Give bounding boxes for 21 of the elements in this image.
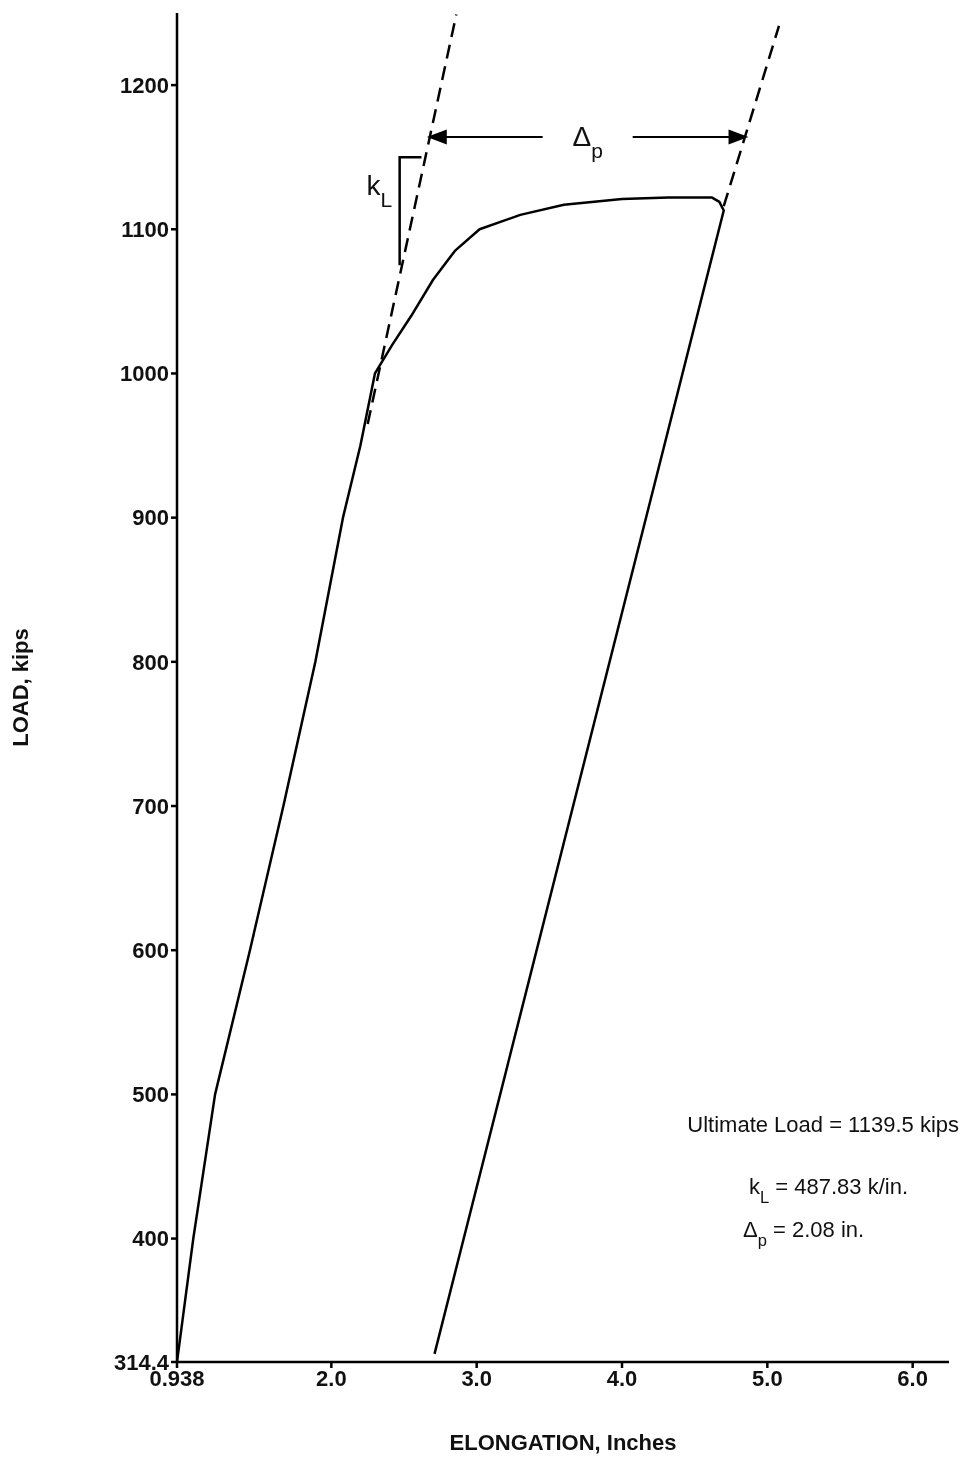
annotation: Δ$_{p}$ = 2.08 in. [743, 1217, 865, 1249]
x-tick-label: 3.0 [461, 1365, 492, 1391]
y-tick-label: 800 [132, 649, 169, 675]
y-tick-label: 1000 [120, 361, 169, 387]
x-axis-title: ELONGATION, Inches [449, 1430, 677, 1455]
y-tick-label: 1200 [120, 72, 169, 98]
annotation: k$_{L}$ [366, 170, 393, 211]
x-tick-label: 4.0 [606, 1365, 638, 1391]
x-tick-label: 2.0 [316, 1365, 347, 1391]
y-tick-label: 1100 [121, 217, 169, 243]
y-tick-label: 500 [132, 1082, 169, 1108]
annotation: Ultimate Load = 1139.5 kips [687, 1112, 959, 1137]
y-tick-label: 700 [132, 793, 169, 819]
y-axis-title: LOAD, kips [7, 628, 33, 747]
y-tick-label: 600 [132, 938, 169, 964]
x-tick-label: 5.0 [752, 1365, 783, 1391]
annotation: Δ$_{p}$ [572, 121, 603, 162]
y-tick-label: 400 [132, 1226, 169, 1252]
annotation: k$_{L}$ = 487.83 k/in. [749, 1174, 909, 1206]
y-tick-label: 900 [132, 505, 169, 531]
x-tick-label: 6.0 [897, 1365, 928, 1391]
